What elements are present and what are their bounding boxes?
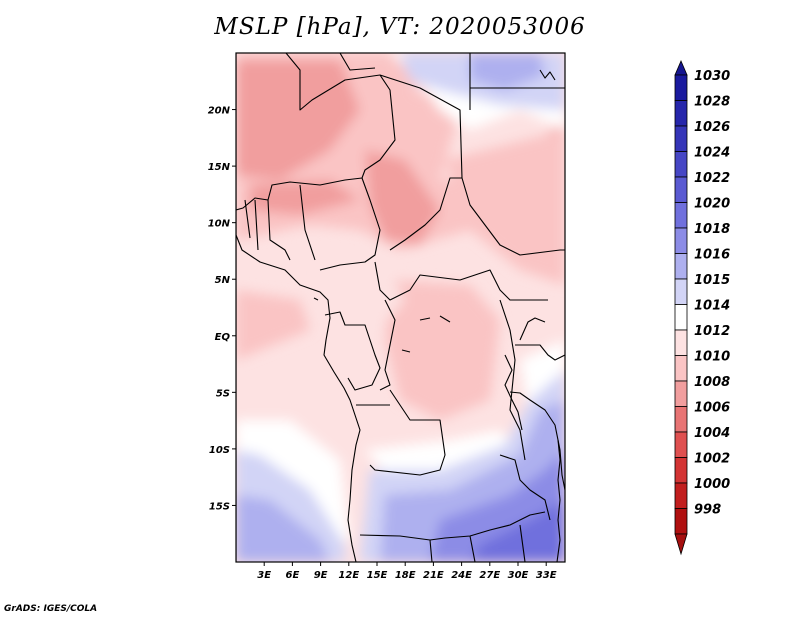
colorbar-swatch	[674, 151, 688, 178]
lon-tick-label: 6E	[286, 570, 300, 581]
colorbar-swatch	[674, 125, 688, 152]
lat-tick-label: 15N	[208, 162, 231, 173]
colorbar-swatch	[674, 74, 688, 101]
colorbar-label: 1022	[694, 171, 730, 186]
colorbar-swatch	[674, 227, 688, 254]
colorbar-swatch	[674, 380, 688, 407]
colorbar: 1030 1028 1026 1024 1022 1020 1018 1016 1015 1014…	[674, 59, 730, 556]
colorbar-swatch	[674, 508, 688, 535]
lon-tick-label: 3E	[257, 570, 271, 581]
colorbar-label: 1004	[694, 426, 730, 441]
colorbar-top-extension	[674, 59, 688, 76]
lat-tick-label: 15S	[209, 501, 230, 512]
latitude-axis: 20N 15N 10N 5N EQ 5S 10S 15S	[208, 106, 236, 512]
colorbar-label: 1008	[694, 375, 730, 390]
lon-tick-label: 12E	[338, 570, 359, 581]
colorbar-label: 1012	[694, 324, 730, 339]
colorbar-swatch	[674, 457, 688, 484]
colorbar-swatch	[674, 329, 688, 356]
grads-credit: GrADS: IGES/COLA	[4, 604, 98, 614]
colorbar-label: 1020	[694, 196, 730, 211]
lon-tick-label: 18E	[395, 570, 416, 581]
colorbar-swatch	[674, 431, 688, 458]
colorbar-label: 1010	[694, 349, 730, 364]
lon-tick-label: 15E	[367, 570, 388, 581]
map-frame	[235, 52, 566, 563]
colorbar-label: 998	[694, 502, 721, 517]
coastlines-borders	[236, 53, 565, 562]
colorbar-label: 1024	[694, 145, 730, 160]
colorbar-swatch	[674, 355, 688, 382]
lon-tick-label: 33E	[536, 570, 557, 581]
lat-tick-label: 10S	[209, 445, 230, 456]
colorbar-swatch	[674, 176, 688, 203]
colorbar-label: 1030	[694, 69, 730, 84]
lon-tick-label: 24E	[451, 570, 472, 581]
colorbar-swatch	[674, 278, 688, 305]
colorbar-label: 1014	[694, 298, 730, 313]
colorbar-label: 1015	[694, 273, 730, 288]
lat-tick-label: 5S	[216, 388, 230, 399]
colorbar-label: 1026	[694, 120, 730, 135]
colorbar-label: 1002	[694, 451, 730, 466]
lat-tick-label: EQ	[215, 332, 231, 343]
lon-tick-label: 21E	[423, 570, 444, 581]
colorbar-label: 1016	[694, 247, 730, 262]
lon-tick-label: 27E	[479, 570, 500, 581]
lat-tick-label: 10N	[208, 219, 231, 230]
colorbar-label: 1028	[694, 94, 730, 109]
lon-tick-label: 30E	[508, 570, 529, 581]
colorbar-swatch	[674, 202, 688, 229]
lon-tick-label: 9E	[314, 570, 328, 581]
colorbar-swatch	[674, 253, 688, 280]
lat-tick-label: 5N	[215, 275, 231, 286]
colorbar-swatch	[674, 100, 688, 127]
lat-tick-label: 20N	[208, 106, 231, 117]
colorbar-bottom-extension	[674, 533, 688, 556]
colorbar-label: 1000	[694, 477, 730, 492]
pressure-field	[236, 53, 565, 562]
colorbar-swatch	[674, 482, 688, 509]
colorbar-swatch	[674, 304, 688, 331]
colorbar-label: 1006	[694, 400, 730, 415]
map-title: MSLP [hPa], VT: 2020053006	[214, 14, 586, 40]
colorbar-label: 1018	[694, 222, 730, 237]
longitude-axis: 3E 6E 9E 12E 15E 18E 21E 24E 27E 30E 33E	[257, 562, 557, 581]
colorbar-swatch	[674, 406, 688, 433]
